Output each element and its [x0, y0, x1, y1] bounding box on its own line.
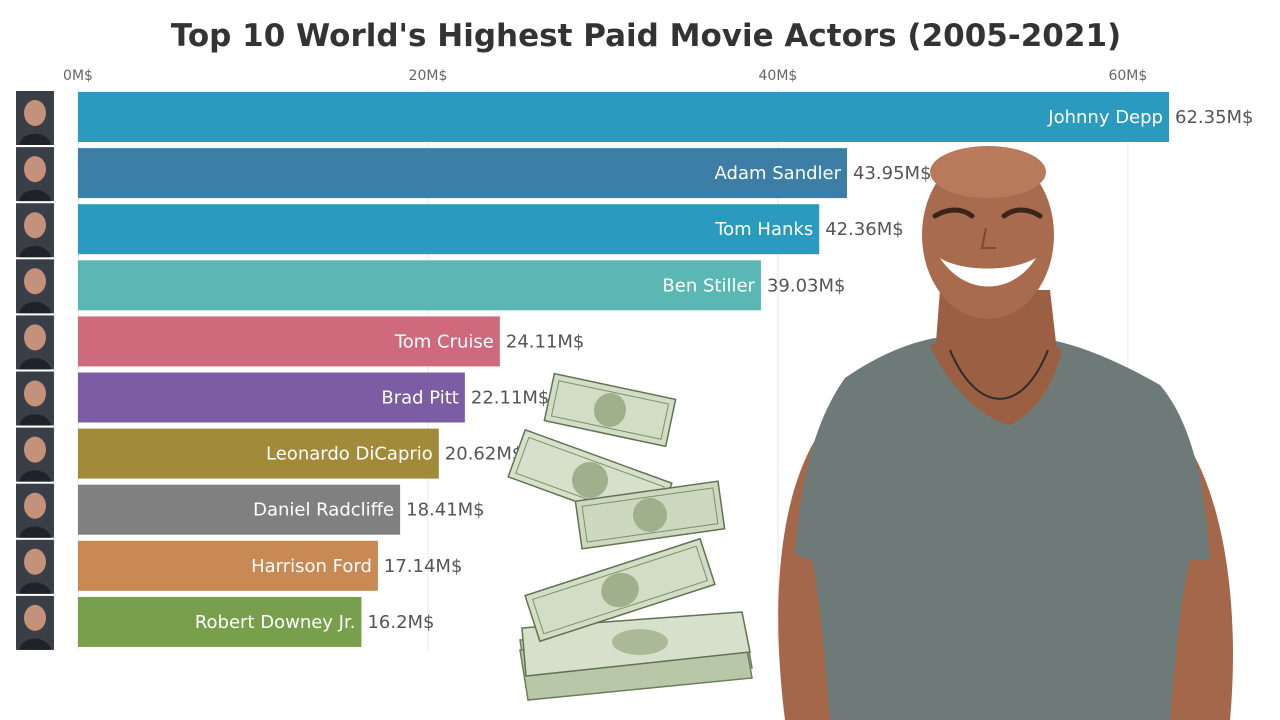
bar — [78, 204, 820, 255]
bar — [78, 316, 500, 367]
bar — [78, 148, 848, 199]
bar-category-label: Adam Sandler — [715, 163, 842, 184]
bar-value-label: 16.2M$ — [367, 612, 434, 633]
bars: Johnny Depp 62.35M$ Adam Sandler 43.95M$ Tom… — [78, 92, 1254, 647]
bar-category-label: Daniel Radcliffe — [253, 500, 394, 521]
tom-cruise-avatar — [16, 315, 54, 370]
bar-value-label: 62.35M$ — [1175, 107, 1254, 128]
bar — [78, 540, 378, 591]
x-axis-ticks: 0M$ 20M$ 40M$ 60M$ — [63, 68, 1147, 84]
bar-category-label: Leonardo DiCaprio — [266, 444, 433, 465]
brad-pitt-avatar — [16, 371, 54, 426]
bar — [78, 260, 761, 311]
x-tick-label: 20M$ — [409, 68, 448, 84]
johnny-depp-avatar — [16, 91, 54, 145]
bar — [78, 428, 439, 479]
bar — [78, 372, 465, 423]
bar-category-label: Ben Stiller — [662, 275, 755, 296]
bar-value-label: 20.62M$ — [445, 444, 524, 465]
bar-category-label: Robert Downey Jr. — [195, 612, 356, 633]
bar — [78, 484, 401, 535]
robert-downey-jr-avatar — [16, 595, 54, 650]
bar-value-label: 43.95M$ — [853, 163, 932, 184]
x-tick-label: 60M$ — [1108, 68, 1147, 84]
bar — [78, 596, 362, 647]
bar-category-label: Harrison Ford — [251, 556, 372, 577]
adam-sandler-avatar — [16, 147, 54, 202]
bar-value-label: 17.14M$ — [384, 556, 463, 577]
bar-category-label: Tom Cruise — [394, 331, 494, 352]
harrison-ford-avatar — [16, 539, 54, 594]
bar-value-label: 24.11M$ — [506, 331, 585, 352]
bar-value-label: 42.36M$ — [825, 219, 904, 240]
leonardo-dicaprio-avatar — [16, 427, 54, 482]
tom-hanks-avatar — [16, 203, 54, 258]
ben-stiller-avatar — [16, 259, 54, 314]
actor-avatars — [16, 91, 54, 650]
bar-value-label: 22.11M$ — [471, 388, 550, 409]
bar-category-label: Johnny Depp — [1047, 107, 1163, 128]
bar — [78, 92, 1169, 142]
bar-category-label: Brad Pitt — [381, 388, 459, 409]
man-in-grey-tshirt-image — [778, 146, 1233, 720]
daniel-radcliffe-avatar — [16, 483, 54, 538]
bar-category-label: Tom Hanks — [714, 219, 813, 240]
x-tick-label: 0M$ — [63, 68, 93, 84]
bar-value-label: 39.03M$ — [767, 275, 846, 296]
chart-title: Top 10 World's Highest Paid Movie Actors… — [171, 18, 1121, 54]
x-tick-label: 40M$ — [759, 68, 798, 84]
flying-money-image — [507, 372, 753, 701]
bar-value-label: 18.41M$ — [406, 500, 485, 521]
